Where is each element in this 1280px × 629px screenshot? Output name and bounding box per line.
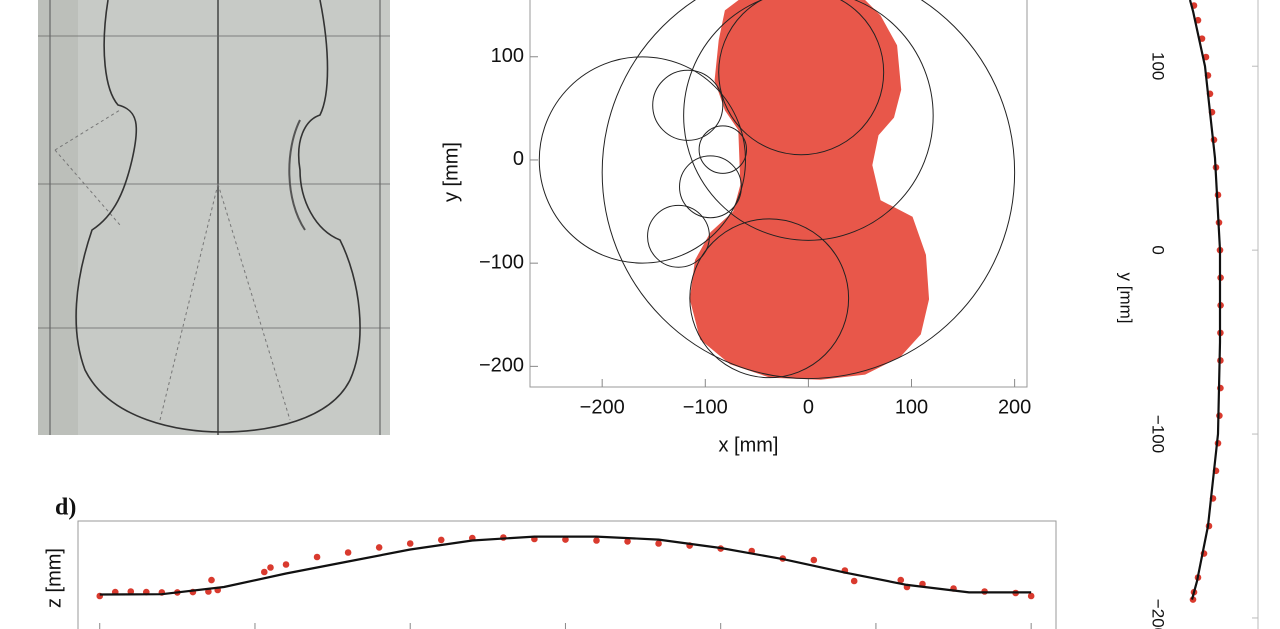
fit-circle (538, 56, 747, 264)
y-tick-label: 100 (1149, 52, 1168, 80)
fit-circle (683, 0, 934, 241)
data-point (127, 588, 135, 595)
x-tick-label: −100 (683, 396, 728, 418)
fit-circle (647, 204, 710, 268)
data-point (850, 577, 858, 585)
plot-frame (529, 0, 1028, 388)
data-point (406, 540, 414, 547)
data-point (437, 536, 445, 544)
x-tick-label: 100 (895, 396, 928, 418)
data-point (1027, 592, 1035, 600)
y-tick-label: −100 (1149, 415, 1168, 453)
y-axis-label: y [mm] (1117, 273, 1136, 324)
fit-curve (99, 535, 1032, 596)
data-point (897, 576, 905, 584)
plot-area (538, 0, 1016, 380)
x-tick-label: 200 (998, 396, 1031, 418)
violin-outline (689, 0, 930, 380)
fit-circle (679, 155, 742, 219)
fit-circle (689, 218, 850, 379)
data-point (344, 549, 352, 556)
y-tick-label: −200 (1149, 599, 1168, 629)
y-tick-label: 0 (513, 148, 524, 170)
panel-label: d) (55, 495, 76, 521)
data-point (593, 537, 600, 544)
y-tick-label: −200 (479, 355, 524, 377)
fit-curve (1188, 0, 1222, 600)
data-point (810, 556, 818, 564)
x-tick-label: −200 (580, 396, 625, 418)
x-tick-label: 0 (803, 396, 814, 418)
plot-frame (77, 520, 1057, 629)
fit-circle (652, 69, 724, 141)
x-axis-label: x [mm] (719, 434, 779, 456)
data-point (260, 568, 268, 576)
fit-circle (718, 0, 885, 156)
fit-circle (601, 0, 1016, 380)
photo (38, 0, 390, 435)
y-axis-label: y [mm] (440, 142, 462, 202)
data-point (562, 536, 569, 543)
data-point (655, 540, 662, 547)
data-point (208, 576, 215, 584)
y-tick-label: 0 (1149, 245, 1168, 254)
data-point (282, 561, 290, 568)
data-point (375, 544, 383, 551)
y-axis-label: z [mm] (43, 548, 65, 608)
data-point (624, 538, 631, 545)
y-tick-label: 100 (491, 45, 524, 67)
fit-circle (698, 125, 748, 174)
data-point (313, 553, 321, 561)
data-point (267, 564, 274, 571)
y-tick-label: −100 (479, 251, 524, 273)
